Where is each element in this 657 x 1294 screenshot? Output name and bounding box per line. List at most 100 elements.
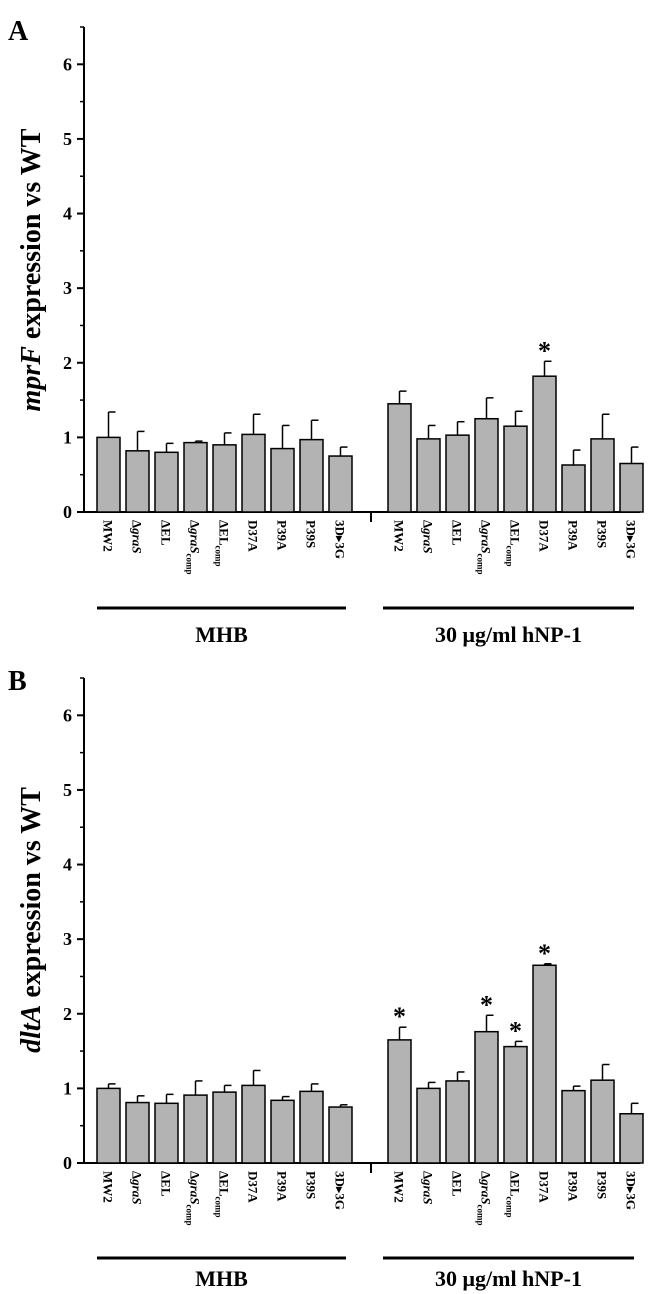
y-axis-label-text: expression vs WT: [16, 128, 47, 346]
x-tick-label-italic: graS: [130, 527, 145, 553]
significance-marker: *: [393, 1002, 406, 1031]
x-tick-label: 3D▸3G: [333, 1171, 348, 1210]
panel-letter: A: [8, 16, 29, 47]
x-tick-label-subscript: comp: [214, 546, 224, 567]
x-tick-label: D37A: [537, 520, 552, 552]
y-tick-label: 3: [63, 929, 72, 949]
x-tick-label-italic: graS: [130, 1178, 145, 1204]
x-tick-label-subscript: comp: [185, 1204, 195, 1225]
y-tick-label: 2: [63, 1004, 72, 1024]
x-tick-label: ΔEL: [159, 1171, 174, 1197]
y-tick-label: 0: [63, 502, 72, 522]
group-label: 30 μg/ml hNP-1: [435, 1266, 582, 1291]
bar: [532, 964, 557, 1164]
bar: [241, 433, 266, 513]
significance-marker: *: [538, 336, 551, 365]
y-tick-label: 4: [63, 204, 72, 224]
bar: [445, 434, 470, 513]
x-tick-label: ΔELcomp: [214, 1171, 232, 1218]
x-tick-label: P39S: [304, 520, 319, 548]
y-tick-label: 6: [63, 54, 72, 74]
x-tick-label-base: Δ: [130, 1171, 145, 1179]
x-tick-label-base: P39S: [595, 1171, 610, 1199]
y-axis-label-gene: dltA: [16, 1005, 47, 1053]
bar: [416, 438, 441, 513]
x-tick-label: ΔEL: [159, 520, 174, 546]
bar: [619, 1113, 644, 1164]
bar: [299, 1090, 324, 1164]
x-tick-label-base: D37A: [246, 520, 261, 552]
bar: [503, 1045, 528, 1164]
bar: [183, 1094, 208, 1164]
x-tick-label-base: P39S: [304, 1171, 319, 1199]
y-tick-label: 5: [63, 129, 72, 149]
bar: [125, 1101, 150, 1164]
bar: [212, 444, 237, 513]
bar: [154, 1102, 179, 1164]
bar: [154, 451, 179, 513]
x-tick-label: 3D▸3G: [624, 520, 639, 559]
x-tick-label: D37A: [246, 1171, 261, 1203]
x-tick-label-base: 3D▸3G: [333, 520, 348, 559]
x-tick-label-italic: graS: [188, 1178, 203, 1204]
bar: [241, 1084, 266, 1164]
x-tick-label-subscript: comp: [185, 553, 195, 574]
x-tick-label-subscript: comp: [476, 1204, 486, 1225]
x-tick-label-italic: graS: [479, 527, 494, 553]
y-axis-label: dltA expression vs WT: [16, 787, 47, 1053]
x-tick-label-base: 3D▸3G: [624, 520, 639, 559]
group-label: MHB: [195, 1266, 248, 1291]
x-tick-label-base: ΔEL: [508, 520, 523, 546]
y-axis-label-gene: mprF: [16, 346, 47, 412]
x-tick-label: P39A: [275, 1171, 290, 1202]
x-tick-label-base: P39A: [566, 520, 581, 551]
bar: [387, 403, 412, 513]
x-tick-label: ΔEL: [450, 1171, 465, 1197]
x-tick-label-base: ΔEL: [450, 1171, 465, 1197]
x-tick-label: ΔELcomp: [505, 520, 523, 567]
x-tick-label: D37A: [246, 520, 261, 552]
x-tick-label: P39A: [566, 1171, 581, 1202]
y-axis-label-text: expression vs WT: [16, 787, 47, 1005]
x-tick-label-subscript: comp: [214, 1197, 224, 1218]
x-tick-label-base: Δ: [421, 1171, 436, 1179]
bar: [212, 1091, 237, 1164]
x-tick-label: MW2: [392, 1171, 407, 1203]
bar: [270, 1099, 295, 1164]
y-axis-label: mprF expression vs WT: [16, 128, 47, 411]
x-tick-label: MW2: [101, 1171, 116, 1203]
x-tick-label-italic: graS: [421, 527, 436, 553]
x-tick-label: P39A: [275, 520, 290, 551]
bar: [590, 1079, 615, 1164]
x-tick-label-base: D37A: [537, 520, 552, 552]
x-tick-label: MW2: [392, 520, 407, 552]
x-tick-label-base: Δ: [479, 520, 494, 528]
x-tick-label: ΔgraScomp: [476, 520, 494, 574]
x-tick-label-base: P39A: [566, 1171, 581, 1202]
x-tick-label: ΔgraScomp: [476, 1171, 494, 1225]
y-tick-label: 2: [63, 353, 72, 373]
x-tick-label-base: P39S: [595, 520, 610, 548]
x-tick-label-base: Δ: [479, 1171, 494, 1179]
significance-marker: *: [480, 990, 493, 1019]
bar: [416, 1087, 441, 1164]
x-tick-label: ΔEL: [450, 520, 465, 546]
x-tick-label: ΔgraScomp: [185, 1171, 203, 1225]
x-tick-label-italic: graS: [479, 1178, 494, 1204]
x-tick-label-subscript: comp: [505, 546, 515, 567]
bar: [445, 1080, 470, 1164]
significance-marker: *: [509, 1016, 522, 1045]
x-tick-label-italic: graS: [421, 1178, 436, 1204]
x-tick-label: ΔgraScomp: [185, 520, 203, 574]
bar: [387, 1039, 412, 1164]
x-tick-label-base: Δ: [188, 520, 203, 528]
group-label: MHB: [195, 622, 248, 647]
x-tick-label-subscript: comp: [505, 1197, 515, 1218]
x-tick-label-base: D37A: [246, 1171, 261, 1203]
x-tick-label: P39S: [595, 1171, 610, 1199]
x-tick-label: ΔgraS: [421, 520, 436, 553]
x-tick-label-base: P39A: [275, 1171, 290, 1202]
bar: [125, 450, 150, 513]
x-tick-label-base: ΔEL: [508, 1171, 523, 1197]
